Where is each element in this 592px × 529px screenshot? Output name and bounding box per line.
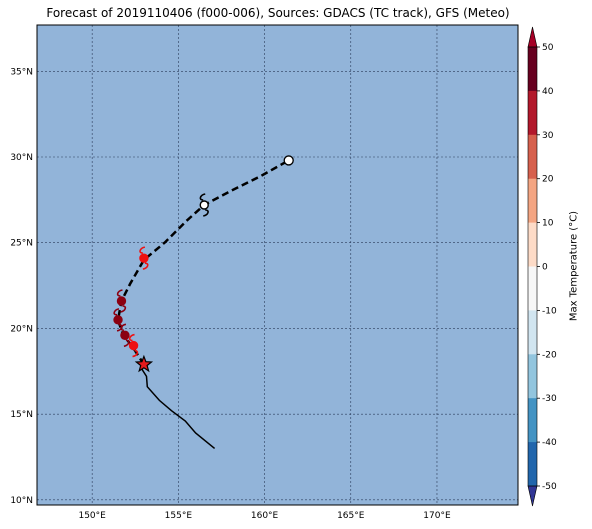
colorbar-under-arrow: [527, 485, 538, 507]
colorbar-tick-label: 40: [542, 87, 554, 97]
storm-icons: [113, 155, 294, 373]
colorbar-over-arrow: [527, 26, 538, 48]
colorbar-band: [528, 178, 537, 224]
map-title: Forecast of 2019110406 (f000-006), Sourc…: [46, 6, 510, 20]
lon-tick-label: 150°E: [78, 511, 106, 521]
colorbar-tick-label: -20: [542, 350, 557, 360]
colorbar-tick-label: -30: [542, 394, 557, 404]
colorbar-ticks: 50 40 30 20 10 0 -10 -20 -30 -40 -50: [537, 43, 557, 492]
colorbar-tick-label: -10: [542, 306, 557, 316]
map-frame: [36, 24, 519, 506]
past-track-line: [141, 364, 216, 449]
colorbar-band: [528, 266, 537, 311]
axis-tick-labels: 10°N 15°N 20°N 25°N 30°N 35°N 150°E 155°E 160°E 1…: [10, 67, 451, 521]
lat-tick-label: 15°N: [10, 410, 33, 420]
lat-tick-label: 20°N: [10, 324, 33, 334]
lat-tick-label: 30°N: [10, 153, 33, 163]
typhoon-icon: [120, 323, 130, 348]
colorbar-tick-label: 30: [542, 131, 554, 141]
colorbar-tick-label: -50: [542, 482, 557, 492]
colorbar-band: [528, 134, 537, 180]
tropical-storm-icon: [199, 193, 209, 217]
lat-tick-label: 10°N: [10, 496, 33, 506]
colorbar-tick-label: 20: [542, 175, 554, 185]
current-position-star-icon: [134, 354, 154, 373]
colorbar-tick-label: -40: [542, 438, 557, 448]
colorbar-band: [528, 354, 537, 399]
colorbar-band: [528, 222, 537, 267]
lat-tick-label: 25°N: [10, 239, 33, 249]
lat-lon-grid: [37, 25, 518, 505]
colorbar-tick-label: 50: [542, 43, 554, 53]
tropical-storm-icon: [139, 246, 149, 270]
colorbar-bands: [527, 26, 538, 507]
lon-tick-label: 155°E: [165, 511, 193, 521]
lon-tick-label: 160°E: [251, 511, 279, 521]
colorbar-band: [528, 47, 537, 92]
ocean-background: [37, 25, 518, 505]
typhoon-icon: [116, 289, 127, 313]
colorbar-band: [528, 90, 537, 136]
dissipation-marker: [283, 155, 294, 166]
colorbar-band: [528, 398, 537, 443]
colorbar-band: [528, 442, 537, 487]
colorbar-tick-label: 10: [542, 219, 554, 229]
colorbar-label: Max Temperature (°C): [568, 210, 580, 322]
colorbar-tick-label: 0: [542, 263, 548, 273]
lon-tick-label: 165°E: [337, 511, 365, 521]
lat-tick-label: 35°N: [10, 67, 33, 77]
tropical-storm-icon: [128, 333, 139, 358]
colorbar-band: [528, 310, 537, 355]
lon-tick-label: 170°E: [423, 511, 451, 521]
